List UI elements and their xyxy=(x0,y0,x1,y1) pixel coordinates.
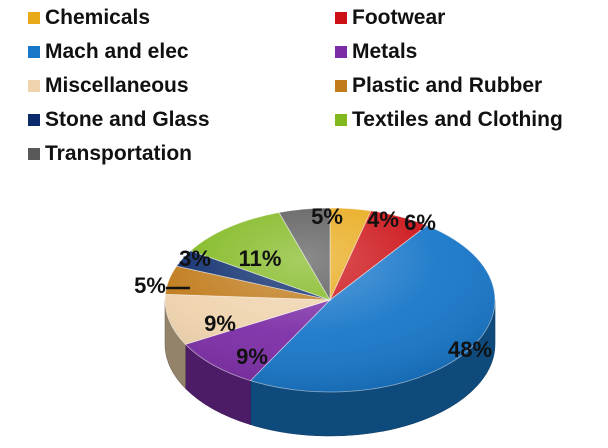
legend-label: Mach and elec xyxy=(45,40,189,63)
legend-item-chemicals: Chemicals xyxy=(28,6,150,29)
legend-swatch xyxy=(335,12,347,24)
data-label-plastic-and-rubber: 5% xyxy=(134,273,166,298)
legend-swatch xyxy=(28,80,40,92)
legend-label: Metals xyxy=(352,40,417,63)
legend-item-plastic-and-rubber: Plastic and Rubber xyxy=(335,74,542,97)
data-labels: 4% 6% 48% 9%9% 5% 3% 11% 5% xyxy=(134,204,492,369)
legend-item-miscellaneous: Miscellaneous xyxy=(28,74,189,97)
legend-label: Transportation xyxy=(45,142,192,165)
legend-item-footwear: Footwear xyxy=(335,6,445,29)
data-label-miscellaneous: 9% xyxy=(204,311,236,336)
data-label-textiles-and-clothing: 11% xyxy=(239,246,282,271)
data-label-footwear: 6% xyxy=(404,210,436,235)
legend-item-stone-and-glass: Stone and Glass xyxy=(28,108,210,131)
legend-label: Textiles and Clothing xyxy=(352,108,563,131)
data-label-metals: 9% xyxy=(236,344,268,369)
legend-swatch xyxy=(28,148,40,160)
legend-item-mach-and-elec: Mach and elec xyxy=(28,40,189,63)
legend-label: Stone and Glass xyxy=(45,108,210,131)
pie-tops xyxy=(164,207,496,393)
data-label-transportation: 5% xyxy=(311,204,343,229)
legend-label: Chemicals xyxy=(45,6,150,29)
data-label-stone-and-glass: 3% xyxy=(179,246,211,271)
legend-item-metals: Metals xyxy=(335,40,417,63)
legend-swatch xyxy=(28,12,40,24)
legend-swatch xyxy=(28,46,40,58)
data-label-mach-and-elec: 48% xyxy=(448,337,492,362)
legend-item-textiles-and-clothing: Textiles and Clothing xyxy=(335,108,563,131)
legend-label: Footwear xyxy=(352,6,445,29)
legend-swatch xyxy=(335,46,347,58)
legend-label: Miscellaneous xyxy=(45,74,189,97)
legend-label: Plastic and Rubber xyxy=(352,74,542,97)
legend: Chemicals Footwear Mach and elec Metals Misc… xyxy=(28,6,563,165)
legend-item-transportation: Transportation xyxy=(28,142,192,165)
legend-swatch xyxy=(28,114,40,126)
legend-swatch xyxy=(335,114,347,126)
legend-swatch xyxy=(335,80,347,92)
data-label-chemicals: 4% xyxy=(367,207,399,232)
